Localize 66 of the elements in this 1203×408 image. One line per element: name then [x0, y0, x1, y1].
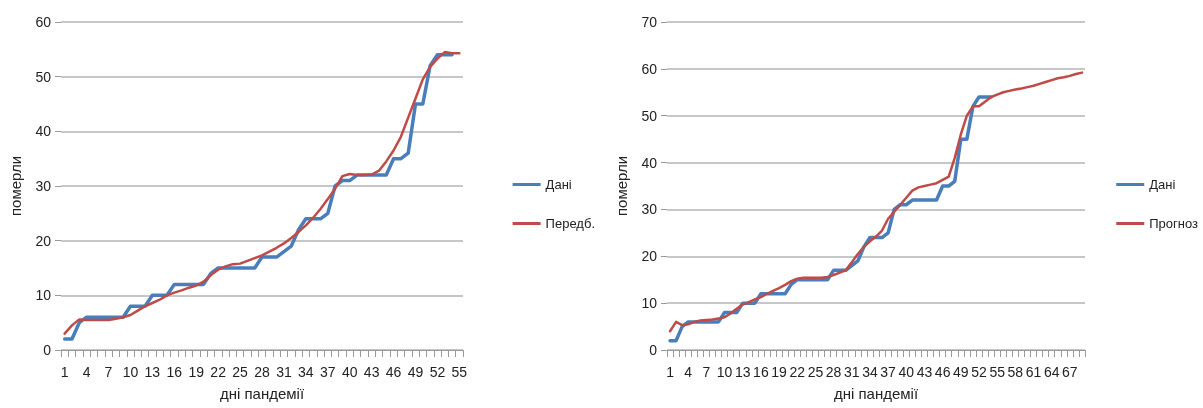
x-tick-label: 4 — [82, 364, 91, 380]
x-tick-label: 37 — [880, 364, 897, 380]
x-tick-label: 31 — [276, 364, 292, 380]
x-tick-label: 46 — [934, 364, 951, 380]
y-tick-label: 40 — [35, 123, 52, 140]
x-tick-label: 1 — [666, 364, 675, 380]
x-tick-label: 49 — [953, 364, 969, 380]
x-tick-label: 13 — [144, 364, 161, 380]
x-tick-label: 34 — [862, 364, 878, 380]
x-tick-label: 31 — [843, 364, 860, 380]
y-tick-label: 70 — [641, 14, 658, 30]
legend-label: Передб. — [545, 216, 596, 231]
x-tick-label: 55 — [989, 364, 1006, 380]
y-tick-label: 40 — [641, 154, 658, 171]
y-tick-label: 0 — [649, 342, 658, 358]
x-tick-label: 10 — [122, 364, 139, 380]
x-tick-label: 58 — [1007, 364, 1024, 380]
y-tick-label: 60 — [641, 60, 658, 77]
x-tick-label: 43 — [916, 364, 933, 380]
y-tick-label: 30 — [641, 201, 658, 218]
x-tick-label: 64 — [1043, 364, 1060, 380]
x-tick-label: 10 — [716, 364, 733, 380]
x-tick-label: 67 — [1062, 364, 1078, 380]
y-tick-label: 50 — [641, 107, 658, 124]
y-tick-label: 50 — [35, 68, 52, 85]
x-axis-title: дні пандемії — [833, 385, 919, 402]
y-tick-label: 60 — [35, 14, 52, 30]
x-tick-label: 28 — [825, 364, 842, 380]
x-tick-label: 7 — [104, 364, 113, 380]
x-tick-label: 34 — [298, 364, 314, 380]
x-tick-label: 55 — [451, 364, 468, 380]
legend-label: Дані — [545, 177, 572, 192]
legend-label: Дані — [1149, 177, 1176, 192]
x-tick-label: 61 — [1025, 364, 1042, 380]
x-axis-title: дні пандемії — [219, 385, 305, 402]
x-tick-label: 28 — [254, 364, 270, 380]
x-tick-label: 22 — [210, 364, 227, 380]
legend-label: Прогноз — [1149, 216, 1199, 231]
x-tick-label: 1 — [60, 364, 69, 380]
x-tick-label: 13 — [734, 364, 751, 380]
y-tick-label: 30 — [35, 178, 52, 194]
x-tick-label: 16 — [753, 364, 769, 380]
x-tick-label: 19 — [771, 364, 788, 380]
x-tick-label: 7 — [702, 364, 711, 380]
y-axis-title: померли — [613, 155, 630, 217]
y-tick-label: 10 — [35, 287, 52, 304]
y-tick-label: 20 — [641, 248, 658, 265]
y-tick-label: 0 — [43, 342, 52, 358]
x-tick-label: 19 — [188, 364, 205, 380]
x-tick-label: 22 — [789, 364, 806, 380]
x-tick-label: 25 — [807, 364, 824, 380]
x-tick-label: 4 — [684, 364, 693, 380]
x-tick-label: 43 — [363, 364, 380, 380]
y-axis-title: померли — [7, 155, 24, 217]
x-tick-label: 40 — [898, 364, 915, 380]
x-tick-label: 52 — [971, 364, 987, 380]
x-tick-label: 16 — [166, 364, 183, 380]
x-tick-label: 40 — [341, 364, 358, 380]
x-tick-label: 52 — [429, 364, 446, 380]
x-tick-label: 25 — [232, 364, 249, 380]
y-tick-label: 20 — [35, 232, 52, 249]
line-series — [668, 71, 1084, 333]
x-tick-label: 49 — [407, 364, 424, 380]
y-tick-label: 10 — [641, 295, 658, 312]
x-tick-label: 37 — [319, 364, 336, 380]
x-tick-label: 46 — [385, 364, 402, 380]
